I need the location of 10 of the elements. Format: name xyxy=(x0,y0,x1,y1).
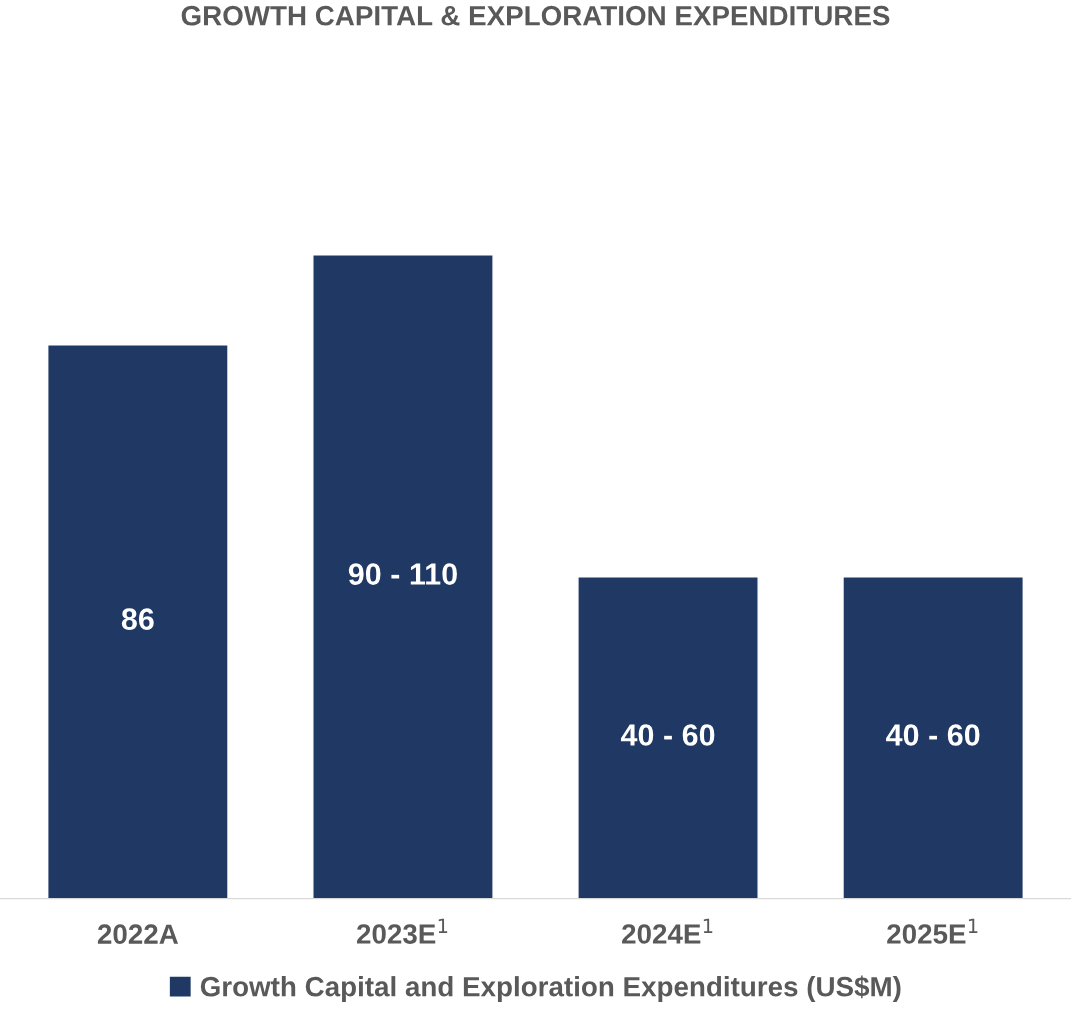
legend-label: Growth Capital and Exploration Expenditures (US$M) xyxy=(200,975,901,1002)
x-tick-label: 2025E$^{1}$ xyxy=(887,918,978,944)
annotation: 86 xyxy=(121,608,154,630)
x-tick-label: 2022A xyxy=(97,924,179,945)
chart-title: GROWTH CAPITAL & EXPLORATION EXPENDITURES xyxy=(181,5,890,26)
annotation: 90 - 110 xyxy=(348,563,457,585)
annotation: 40 - 60 xyxy=(886,724,980,746)
annotation: 40 - 60 xyxy=(620,724,715,746)
x-tick-label: 2024E$^{1}$ xyxy=(622,918,713,944)
x-tick-label: 2023E$^{1}$ xyxy=(356,918,448,944)
